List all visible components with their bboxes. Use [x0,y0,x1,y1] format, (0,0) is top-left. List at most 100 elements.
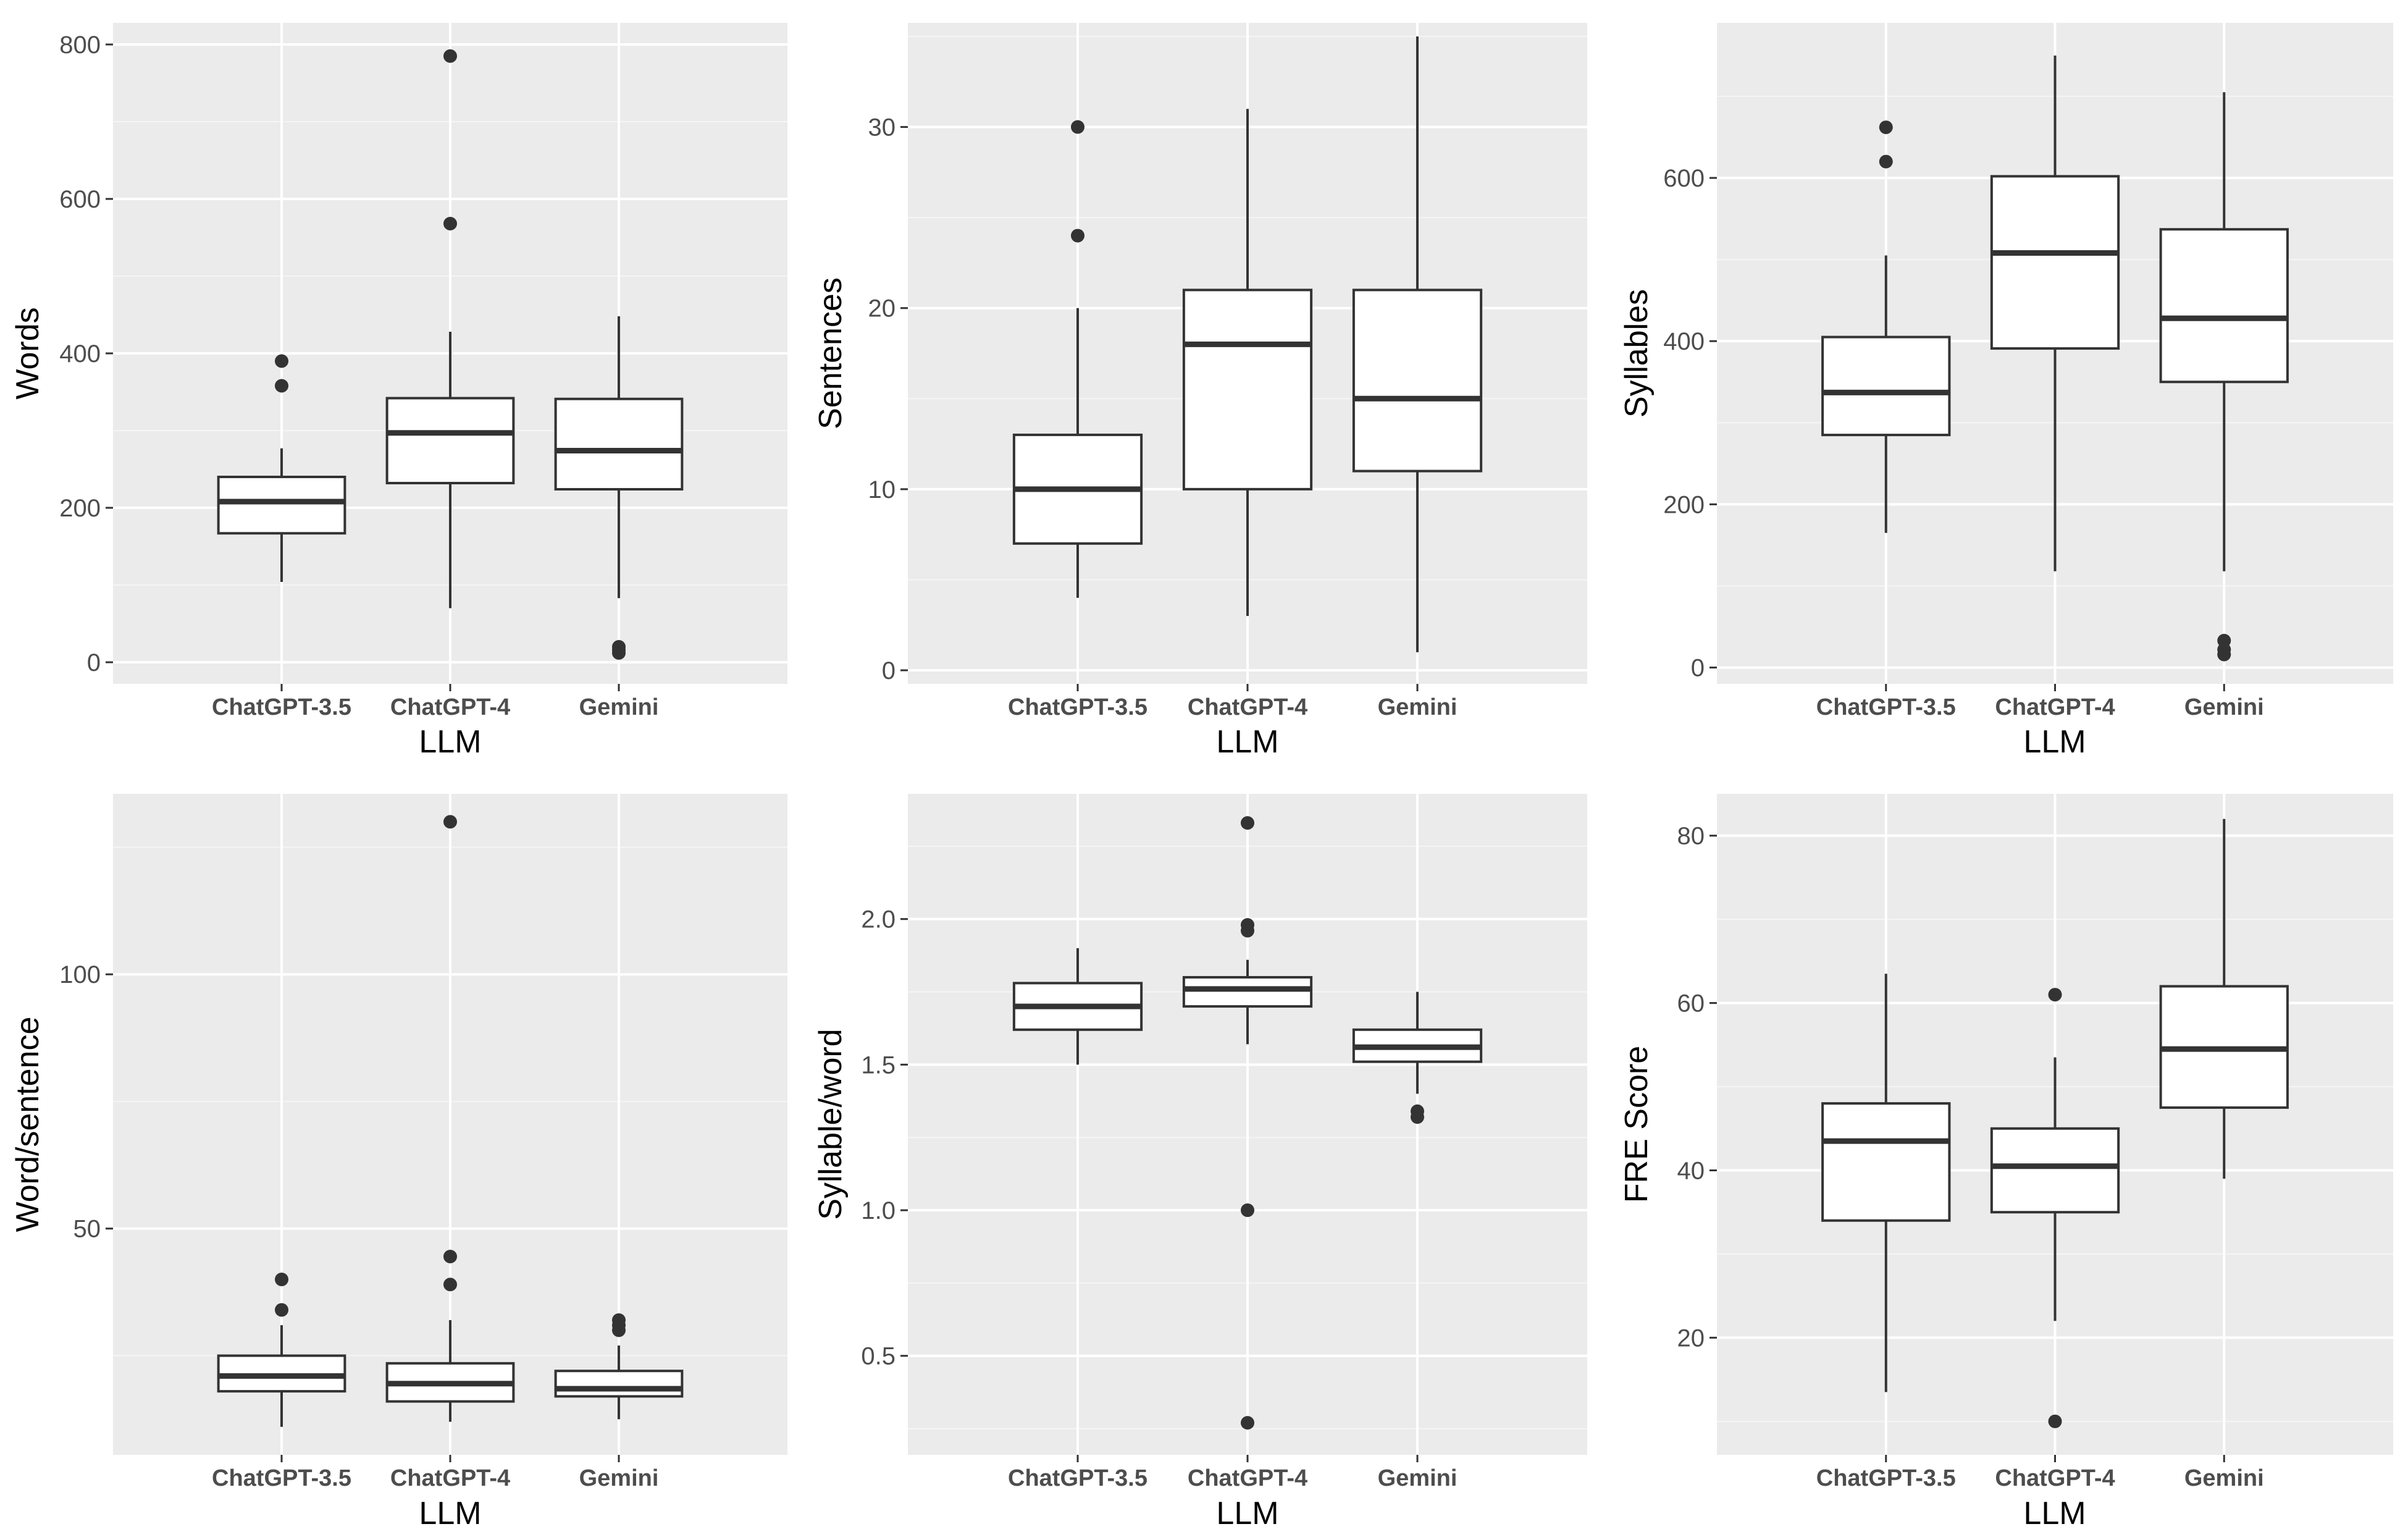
x-tick-label: Gemini [1378,1465,1458,1491]
chart-panel-word-per-sentence: 50 100 ChatGPT-3.5 ChatGPT-4 Gemini LLM Wor… [10,794,787,1531]
y-axis-title: Word/sentence [10,1017,46,1232]
x-tick-label: ChatGPT-4 [1188,1465,1307,1491]
outlier-point [275,1303,288,1317]
x-tick-label: ChatGPT-4 [1188,694,1307,720]
x-tick-label: Gemini [579,694,659,720]
box-chatgpt-4 [1182,109,1313,617]
y-tick-label: 400 [59,340,101,368]
x-tick-label: ChatGPT-3.5 [1816,694,1956,720]
y-tick-label: 50 [73,1216,101,1243]
y-tick-label: 0 [882,657,896,684]
x-tick-label: ChatGPT-4 [390,694,510,720]
iqr-box [1990,175,2120,350]
outlier-point [1879,154,1893,169]
iqr-box [554,1370,684,1398]
x-tick-label: ChatGPT-4 [1995,694,2115,720]
iqr-box [1821,335,1951,437]
y-tick-label: 60 [1677,990,1705,1017]
outlier-point [1071,229,1084,243]
x-tick-label: ChatGPT-3.5 [1008,1465,1147,1491]
y-tick-label: 0 [1691,655,1705,682]
y-axis-title: Syllable/word [813,1029,849,1219]
y-tick-label: 0.5 [861,1343,896,1370]
outlier-point [612,640,626,654]
y-tick-label: 10 [868,476,896,503]
outlier-point [443,49,457,63]
y-tick-label: 800 [59,32,101,59]
y-tick-label: 80 [1677,823,1705,850]
x-tick-label: ChatGPT-3.5 [1008,694,1147,720]
outlier-point [443,1278,457,1292]
box-chatgpt-4 [385,49,515,608]
y-tick-label: 0 [87,649,101,676]
outlier-point [275,1273,288,1287]
x-axis-title: LLM [2023,1496,2086,1531]
iqr-box [554,397,684,491]
y-tick-label: 20 [868,295,896,322]
box-chatgpt-3-5 [217,1273,346,1427]
box-chatgpt-3-5 [217,354,346,582]
box-gemini [1352,992,1483,1124]
box-chatgpt-3-5 [1821,120,1951,533]
outlier-point [2048,1414,2062,1428]
y-tick-label: 200 [59,495,101,522]
y-tick-label: 400 [1663,328,1705,355]
box-chatgpt-4 [1990,988,2120,1428]
box-gemini [1352,36,1483,652]
box-gemini [554,1313,684,1420]
outlier-point [2217,633,2231,647]
y-axis-title: Sentences [813,277,849,429]
y-axis-title: FRE Score [1619,1046,1655,1203]
y-tick-label: 2.0 [861,906,896,933]
x-axis-title: LLM [419,724,481,760]
outlier-point [443,1250,457,1263]
outlier-point [1241,816,1254,830]
outlier-point [275,379,288,393]
box-chatgpt-4 [1990,55,2120,571]
outlier-point [275,354,288,368]
x-axis-title: LLM [2023,724,2086,760]
outlier-point [612,1313,626,1327]
iqr-box [1352,288,1483,473]
outlier-point [443,815,457,829]
box-gemini [2159,92,2289,662]
chart-panel-syllables: 0 200 400 600 ChatGPT-3.5 ChatGPT-4 Gemini LL… [1619,23,2393,760]
box-chatgpt-3-5 [1821,974,1951,1392]
outlier-point [1241,918,1254,932]
x-axis-title: LLM [419,1496,481,1531]
y-tick-label: 40 [1677,1157,1705,1184]
x-tick-label: Gemini [2184,1465,2264,1491]
iqr-box [1821,1102,1951,1222]
box-chatgpt-3-5 [1012,120,1143,598]
chart-panel-sentences: 0 10 20 30 ChatGPT-3.5 ChatGPT-4 Gemini LLM S… [813,23,1587,760]
outlier-point [1879,120,1893,135]
y-tick-label: 30 [868,114,896,141]
iqr-box [1182,288,1313,491]
box-chatgpt-4 [1182,816,1313,1430]
x-tick-label: Gemini [2184,694,2264,720]
y-axis-title: Syllables [1619,289,1655,418]
outlier-point [1411,1104,1424,1118]
y-tick-label: 600 [1663,165,1705,192]
chart-panel-syllable-per-word: 0.51.01.52.0 ChatGPT-3.5 ChatGPT-4 Gemini … [813,794,1587,1531]
x-tick-label: Gemini [1378,694,1458,720]
y-tick-label: 1.5 [861,1051,896,1079]
outlier-point [1241,1416,1254,1430]
y-tick-label: 20 [1677,1324,1705,1352]
x-tick-label: ChatGPT-4 [390,1465,510,1491]
iqr-box [2159,228,2289,384]
x-axis-title: LLM [1216,724,1278,760]
iqr-box [1182,975,1313,1008]
x-tick-label: ChatGPT-3.5 [212,694,351,720]
y-tick-label: 100 [59,961,101,988]
outlier-point [1241,1203,1254,1218]
box-gemini [554,316,684,660]
outlier-point [1071,120,1084,134]
y-tick-label: 200 [1663,491,1705,518]
x-tick-label: ChatGPT-3.5 [212,1465,351,1491]
iqr-box [1990,1127,2120,1214]
x-tick-label: Gemini [579,1465,659,1491]
y-axis-title: Words [10,307,46,399]
y-tick-label: 1.0 [861,1197,896,1224]
